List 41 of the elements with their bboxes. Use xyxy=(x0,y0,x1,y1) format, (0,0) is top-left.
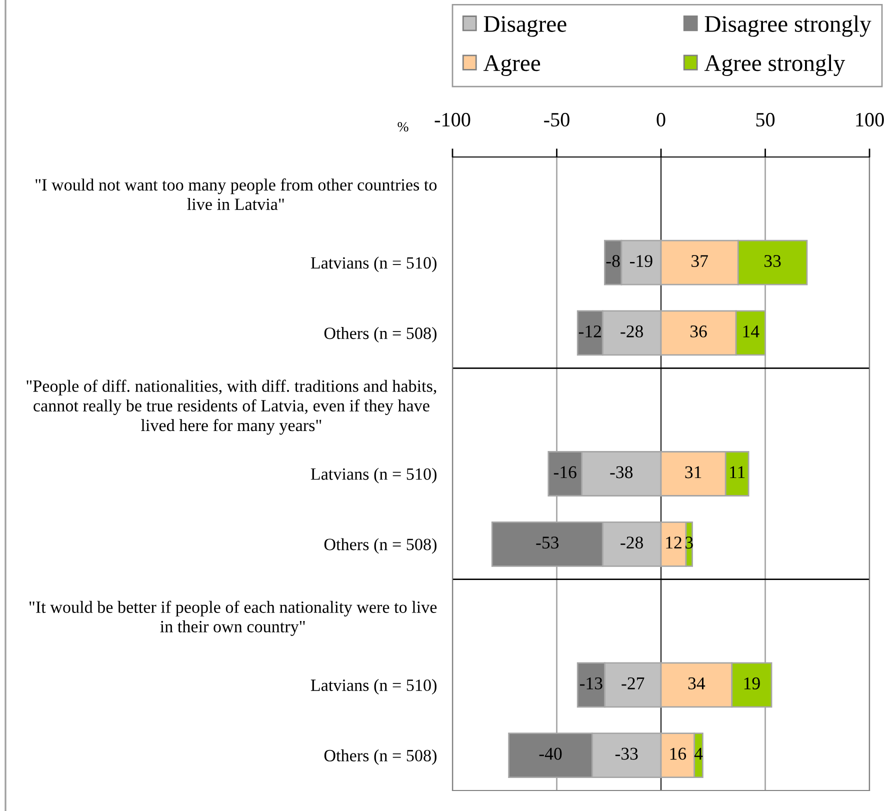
y-tick-label: Latvians (n = 510) xyxy=(310,256,436,272)
data-label: 36 xyxy=(690,325,707,338)
data-label: -28 xyxy=(620,325,643,338)
data-label: -28 xyxy=(620,536,643,549)
data-label: 33 xyxy=(764,255,781,268)
x-tick-label: -100 xyxy=(434,112,470,127)
data-label: -16 xyxy=(554,466,576,478)
legend-label: Agree strongly xyxy=(704,54,846,76)
y-tick-label: "I would not want too many people from other countries to live in Latvia" xyxy=(36,178,437,210)
data-label: 14 xyxy=(743,326,760,338)
data-label: 16 xyxy=(670,748,686,760)
data-label: -19 xyxy=(630,255,652,268)
data-label: 31 xyxy=(685,466,702,478)
data-label: -8 xyxy=(606,255,620,268)
data-label: 11 xyxy=(730,466,745,478)
x-axis-title: % xyxy=(398,122,408,132)
legend-label: Agree xyxy=(483,55,540,76)
x-tick-label: -50 xyxy=(544,112,570,127)
data-label: 34 xyxy=(688,677,706,690)
data-label: -33 xyxy=(615,748,638,760)
data-label: -53 xyxy=(536,536,559,549)
y-tick-label: Others (n = 508) xyxy=(324,538,436,554)
y-tick-label: Others (n = 508) xyxy=(324,749,436,765)
x-tick-label: 50 xyxy=(756,112,775,127)
data-label: 19 xyxy=(744,677,760,690)
legend-label: Disagree strongly xyxy=(704,15,872,37)
data-label: -38 xyxy=(610,466,633,478)
data-label: 12 xyxy=(666,536,682,548)
data-label: -13 xyxy=(580,677,602,690)
data-label: -40 xyxy=(539,748,562,760)
x-tick-label: 100 xyxy=(856,112,884,127)
x-tick-label: 0 xyxy=(656,112,666,127)
y-tick-label: Latvians (n = 510) xyxy=(310,468,436,484)
y-tick-label: "People of diff. nationalities, with diff. traditions and habits, cannot really be true residents of Latvia, even if they have lived here for many years" xyxy=(26,380,436,435)
y-tick-label: Others (n = 508) xyxy=(324,327,436,343)
data-label: -12 xyxy=(578,325,601,338)
data-label: -27 xyxy=(622,677,644,690)
data-label: 37 xyxy=(692,255,708,268)
legend-label: Disagree xyxy=(484,16,566,37)
y-tick-label: "It would be better if people of each nationality were to live in their own country" xyxy=(30,600,437,636)
y-tick-label: Latvians (n = 510) xyxy=(310,678,436,694)
